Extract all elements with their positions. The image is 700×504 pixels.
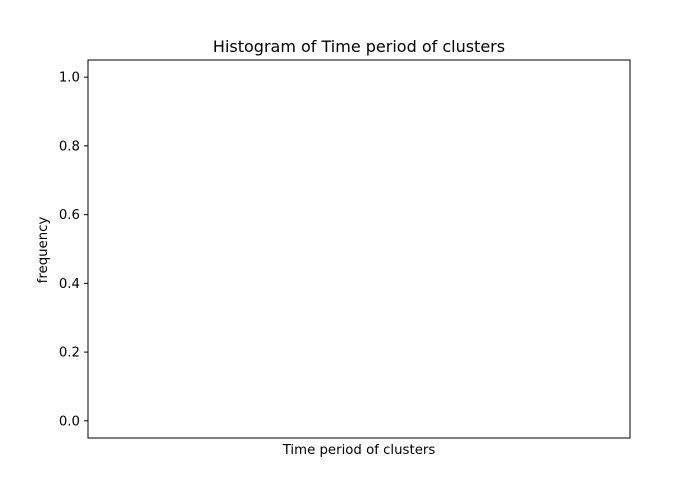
y-axis-ticks: 0.0 0.2 0.4 0.6 0.8 1.0 bbox=[59, 71, 88, 429]
chart-title: Histogram of Time period of clusters bbox=[213, 37, 505, 56]
y-axis-label: frequency bbox=[36, 217, 51, 284]
x-axis-label: Time period of clusters bbox=[282, 443, 436, 458]
y-tick-label: 0.0 bbox=[59, 414, 80, 429]
y-tick-label: 0.2 bbox=[59, 346, 80, 361]
y-tick-label: 0.6 bbox=[59, 208, 80, 223]
plot-area bbox=[88, 60, 630, 438]
y-tick-label: 1.0 bbox=[59, 71, 80, 86]
y-tick-label: 0.8 bbox=[59, 139, 80, 154]
axes-frame bbox=[87, 59, 631, 439]
y-tick-label: 0.4 bbox=[59, 277, 80, 292]
